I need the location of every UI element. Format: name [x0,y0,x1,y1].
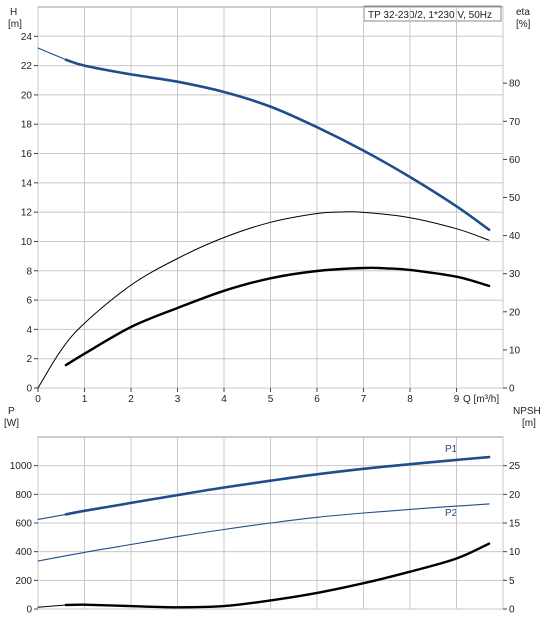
left-tick-label: 14 [21,178,33,189]
left-tick-label: 18 [21,120,33,131]
left-tick-label: 4 [26,325,32,336]
right-tick-label: 70 [509,117,521,128]
series-line-eta-thick [64,266,491,367]
series-line-h-ext [37,47,67,61]
right-tick-label: 40 [509,231,521,242]
left-tick-label: 8 [26,266,32,277]
right-tick-label: 0 [509,605,515,616]
upper-right-axis-label-1: eta [516,7,530,18]
series-line-eta-thin [37,211,490,389]
lower-right-axis-label-2: [m] [522,418,536,429]
right-tick-label: 60 [509,155,521,166]
x-tick-label: 9 [454,394,460,405]
left-tick-label: 16 [21,149,33,160]
right-tick-label: 50 [509,193,521,204]
x-tick-label: 6 [314,394,320,405]
x-tick-label: 8 [407,394,413,405]
x-tick-label: 0 [35,394,41,405]
right-tick-label: 20 [509,307,521,318]
right-tick-label: 5 [509,576,515,587]
series-line-npsh-ext [37,604,67,608]
series-line-p2 [37,503,490,562]
upper-left-axis-label-1: H [10,7,17,18]
grid-layer [34,6,507,610]
upper-left-axis-label-2: [m] [8,19,22,30]
series-line-h [64,58,491,231]
left-tick-label: 22 [21,61,33,72]
series-line-p1-ext [37,513,67,520]
x-tick-label: 4 [221,394,227,405]
right-tick-label: 25 [509,461,521,472]
right-tick-label: 10 [509,547,521,558]
left-tick-label: 24 [21,32,33,43]
series-line-npsh [64,542,491,609]
lower-left-axis-label-2: [W] [4,418,19,429]
upper-title: TP 32-230/2, 1*230 V, 50Hz [368,10,492,21]
x-tick-label: 2 [128,394,134,405]
left-tick-label: 0 [26,605,32,616]
x-tick-label: 3 [175,394,181,405]
upper-right-axis-label-2: [%] [516,19,531,30]
upper-x-axis-label: Q [m³/h] [463,394,499,405]
left-tick-label: 0 [26,384,32,395]
x-tick-label: 5 [268,394,274,405]
left-tick-label: 1000 [10,461,33,472]
right-tick-label: 15 [509,519,521,530]
right-tick-label: 30 [509,269,521,280]
series-line-p1 [64,455,491,516]
lower-right-axis-label-1: NPSH [513,406,541,417]
series-label-p1: P1 [445,444,458,455]
right-tick-label: 20 [509,490,521,501]
left-tick-label: 6 [26,296,32,307]
left-tick-label: 12 [21,208,33,219]
lower-left-axis-label-1: P [8,406,15,417]
left-tick-label: 800 [15,490,32,501]
left-tick-label: 200 [15,576,32,587]
left-tick-label: 400 [15,547,32,558]
right-tick-label: 0 [509,384,515,395]
left-tick-label: 600 [15,519,32,530]
left-tick-label: 10 [21,237,33,248]
right-tick-label: 10 [509,345,521,356]
right-tick-label: 80 [509,79,521,90]
series-layer [37,47,491,609]
left-tick-label: 20 [21,90,33,101]
left-tick-label: 2 [26,354,32,365]
x-tick-label: 7 [361,394,367,405]
x-tick-label: 1 [82,394,88,405]
series-label-p2: P2 [445,508,458,519]
